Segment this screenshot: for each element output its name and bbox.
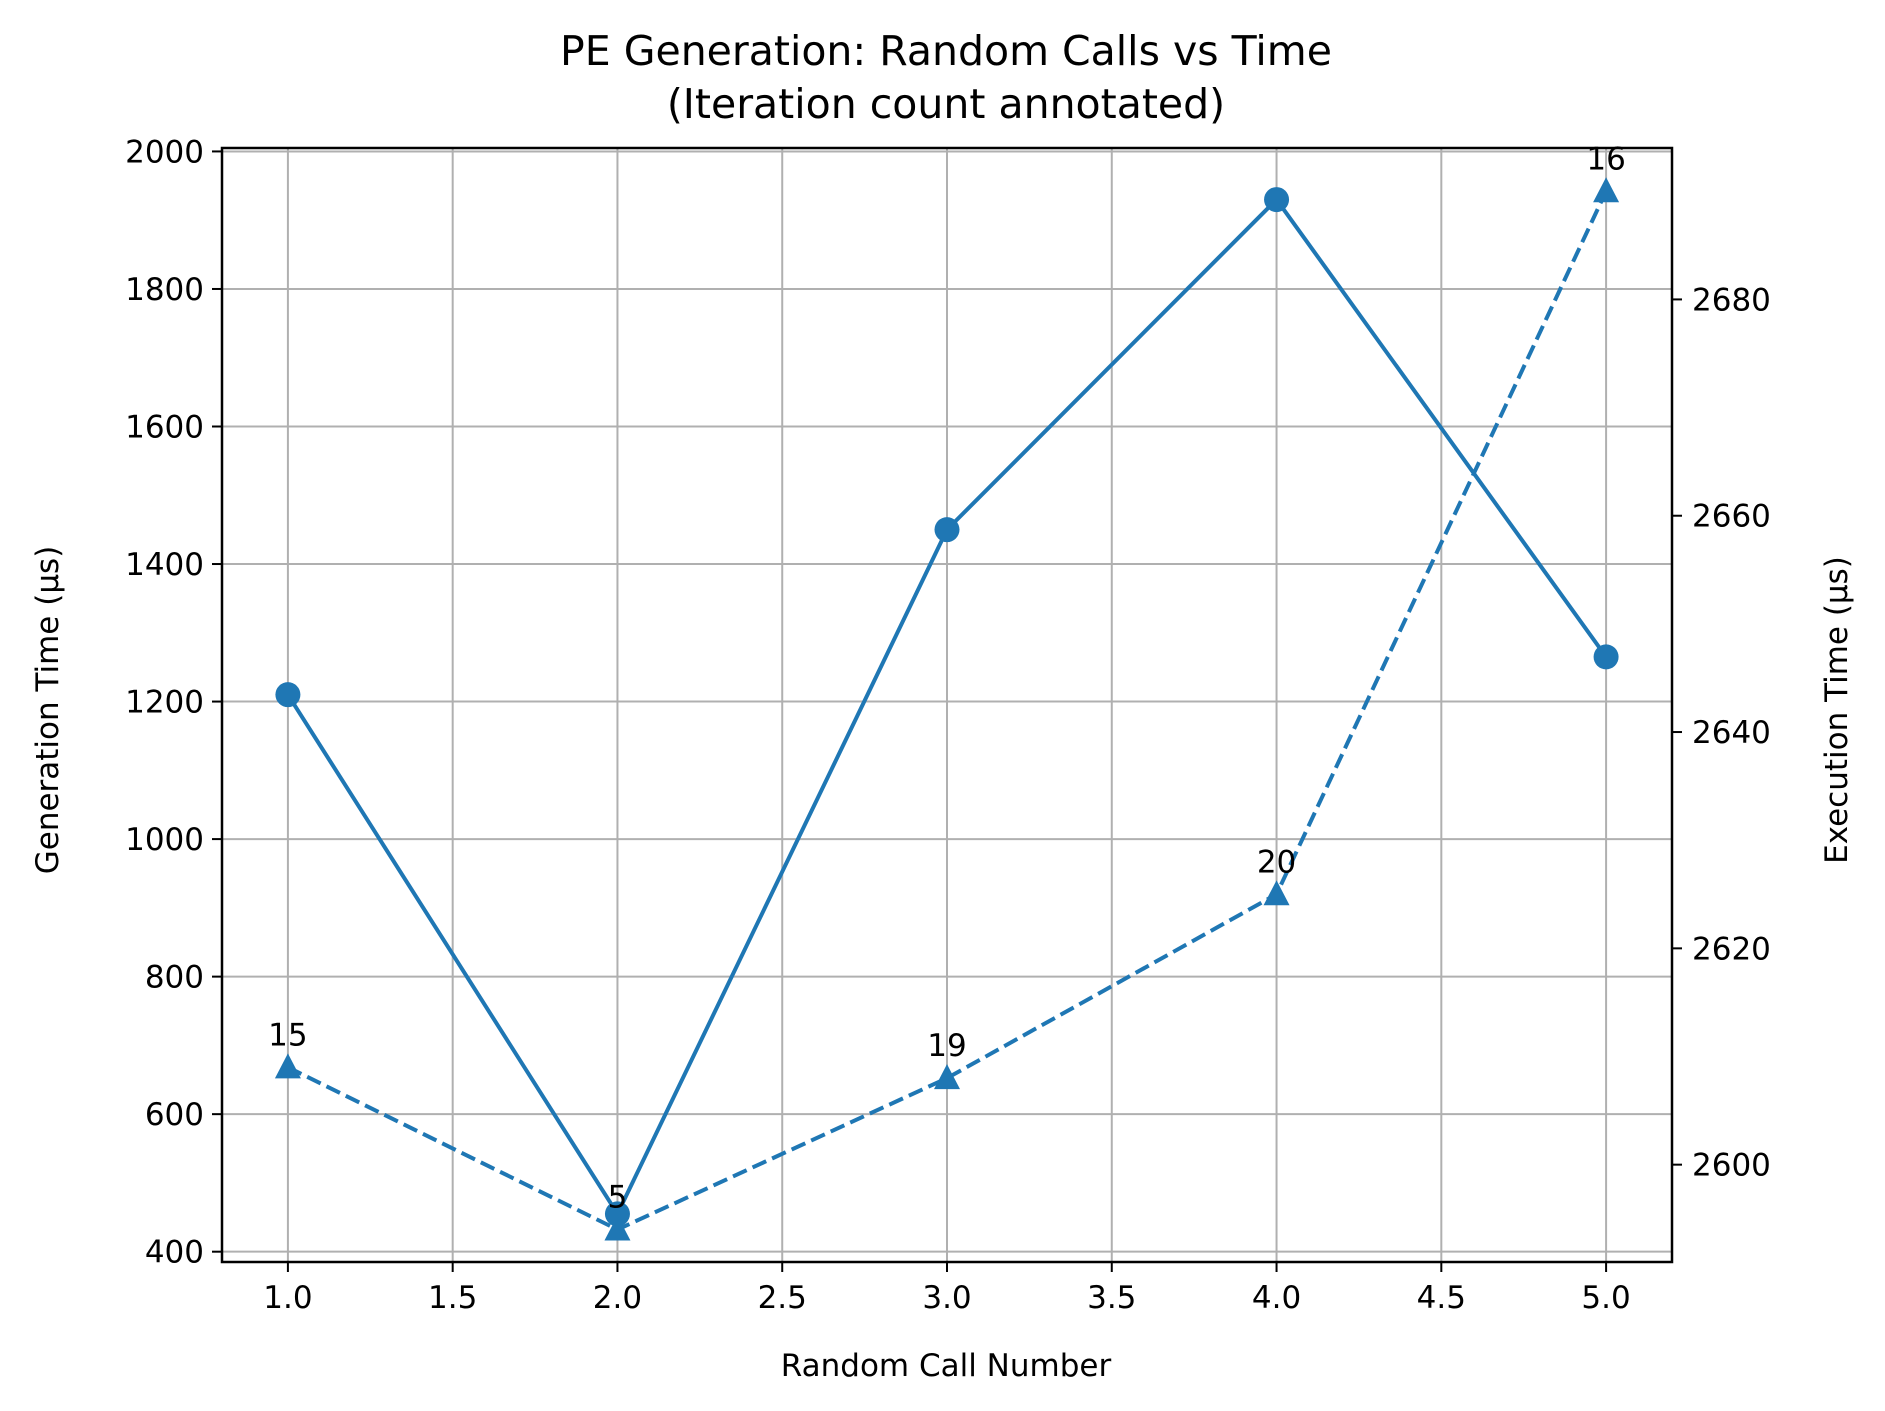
- execution-time-line: [287, 190, 1608, 1232]
- y-left-tick-label: 400: [145, 1235, 204, 1271]
- x-tick-label: 3.5: [1087, 1280, 1136, 1316]
- iteration-count-label: 16: [1586, 141, 1625, 177]
- grid: [222, 148, 1672, 1262]
- annotation-layer: 15 5 19 20 16: [268, 141, 1626, 1215]
- x-tick-label: 3.0: [922, 1280, 971, 1316]
- execution-time-point: [1263, 880, 1290, 906]
- x-tick-label: 1.5: [428, 1280, 477, 1316]
- iteration-count-label: 19: [927, 1028, 966, 1064]
- y-left-tick-label: 1000: [125, 822, 204, 858]
- chart-subtitle: (Iteration count annotated): [667, 80, 1225, 128]
- generation-time-point: [1264, 187, 1290, 213]
- y-left-tick-label: 1200: [125, 685, 204, 721]
- generation-time-point: [1593, 644, 1619, 670]
- y-left-tick-label: 1800: [125, 272, 204, 308]
- execution-time-point: [934, 1064, 960, 1090]
- execution-time-point: [604, 1215, 631, 1241]
- chart-title: PE Generation: Random Calls vs Time: [560, 27, 1332, 75]
- y-right-tick-label: 2620: [1692, 931, 1771, 967]
- y-left-tick-label: 1600: [125, 410, 204, 446]
- x-tick-label: 1.0: [263, 1280, 312, 1316]
- x-tick-label: 4.0: [1252, 1280, 1301, 1316]
- generation-time-point: [934, 517, 960, 543]
- series-layer: [274, 177, 1620, 1241]
- y-left-tick-label: 800: [145, 960, 204, 996]
- execution-time-point: [1593, 177, 1620, 203]
- y-right-tick-label: 2660: [1692, 499, 1771, 535]
- y-axis-label-left: Generation Time (µs): [30, 546, 66, 875]
- iteration-count-label: 5: [608, 1180, 628, 1216]
- y-right-tick-label: 2680: [1692, 282, 1771, 318]
- y-left-tick-label: 1400: [125, 547, 204, 583]
- x-tick-label: 2.0: [593, 1280, 642, 1316]
- x-tick-label: 2.5: [758, 1280, 807, 1316]
- x-axis-label: Random Call Number: [781, 1348, 1112, 1384]
- y-axis-label-right: Execution Time (µs): [1819, 556, 1855, 864]
- iteration-count-label: 15: [268, 1017, 307, 1053]
- y-right-tick-label: 2600: [1692, 1148, 1771, 1184]
- y-left-tick-label: 2000: [125, 134, 204, 170]
- x-tick-label: 5.0: [1581, 1280, 1630, 1316]
- execution-time-point: [274, 1053, 301, 1079]
- y-left-tick-label: 600: [145, 1097, 204, 1133]
- y-right-tick-label: 2640: [1692, 715, 1771, 751]
- generation-time-point: [604, 1201, 630, 1227]
- tick-layer: 1.0 1.5 2.0 2.5 3.0 3.5 4.0 4.5 5.0 400 600 800 1000…: [125, 134, 1771, 1316]
- generation-time-point: [275, 682, 301, 708]
- iteration-count-label: 20: [1257, 844, 1296, 880]
- x-tick-label: 4.5: [1417, 1280, 1466, 1316]
